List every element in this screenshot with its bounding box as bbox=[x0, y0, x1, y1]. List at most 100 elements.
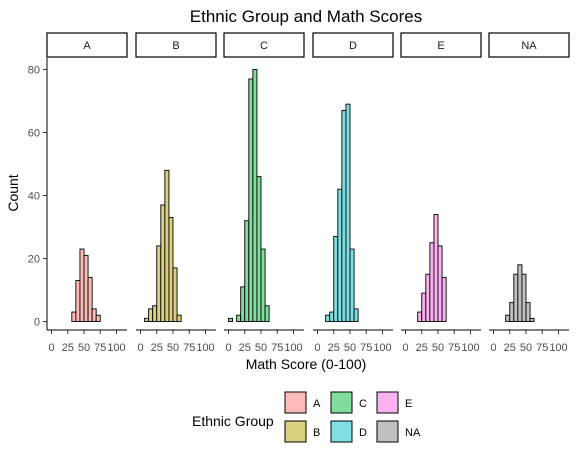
x-tick-label: 100 bbox=[373, 342, 391, 354]
x-tick-label: 75 bbox=[536, 342, 548, 354]
histogram-bar bbox=[264, 305, 270, 322]
x-tick-label: 25 bbox=[239, 342, 251, 354]
histogram-bar bbox=[341, 109, 347, 322]
x-tick-label: 50 bbox=[432, 342, 444, 354]
x-tick-label: 75 bbox=[94, 342, 106, 354]
y-axis-label: Count bbox=[5, 174, 21, 211]
x-tick-label: 25 bbox=[151, 342, 163, 354]
legend-swatch bbox=[284, 420, 307, 443]
chart-title: Ethnic Group and Math Scores bbox=[190, 7, 422, 26]
x-axis-label: Math Score (0-100) bbox=[246, 356, 367, 372]
histogram-bar bbox=[236, 314, 242, 322]
facet-strip bbox=[223, 32, 305, 58]
x-tick-label: 75 bbox=[360, 342, 372, 354]
facet-panel-e: E 0 25 50 75 100 bbox=[400, 32, 482, 354]
histogram-bar bbox=[333, 235, 339, 322]
histogram-bar bbox=[433, 213, 439, 322]
legend-swatch bbox=[284, 391, 307, 414]
histogram-bar bbox=[256, 176, 262, 322]
legend-item-c: C bbox=[330, 391, 367, 414]
histogram-bar bbox=[156, 245, 162, 322]
x-tick-label: 25 bbox=[504, 342, 516, 354]
facet-strip-label: C bbox=[260, 40, 268, 52]
legend-label: D bbox=[359, 427, 367, 439]
histogram-bar bbox=[172, 267, 178, 322]
x-tick-label: 0 bbox=[490, 342, 496, 354]
facet-strip bbox=[488, 32, 570, 58]
facet-strip bbox=[46, 32, 128, 58]
x-tick-label: 75 bbox=[271, 342, 283, 354]
histogram-bar bbox=[345, 103, 351, 322]
x-tick-label: 0 bbox=[48, 342, 54, 354]
x-tick-label: 100 bbox=[107, 342, 125, 354]
histogram-bar bbox=[240, 286, 246, 322]
histogram-bar bbox=[421, 292, 427, 322]
facet-panel-a: A 0 25 50 75 100 bbox=[46, 32, 128, 354]
histogram-bar bbox=[525, 302, 531, 322]
legend-swatch bbox=[330, 391, 353, 414]
histogram-bar bbox=[152, 305, 158, 322]
x-tick-label: 100 bbox=[461, 342, 479, 354]
legend-swatch bbox=[330, 420, 353, 443]
x-tick-label: 0 bbox=[225, 342, 231, 354]
y-tick-label: 80 bbox=[28, 65, 40, 77]
histogram-bar bbox=[228, 317, 234, 322]
y-tick-label: 20 bbox=[28, 254, 40, 266]
legend-label: B bbox=[313, 427, 320, 439]
x-tick-label: 25 bbox=[416, 342, 428, 354]
legend: Ethnic Group A B C D E NA bbox=[192, 391, 421, 443]
x-tick-label: 100 bbox=[284, 342, 302, 354]
x-tick-label: 100 bbox=[196, 342, 214, 354]
legend-swatch bbox=[376, 420, 399, 443]
facet-panel-b: B 0 25 50 75 100 bbox=[135, 32, 217, 354]
legend-item-b: B bbox=[284, 420, 320, 443]
x-tick-label: 0 bbox=[314, 342, 320, 354]
y-tick-label: 0 bbox=[34, 317, 40, 329]
histogram-bar bbox=[71, 311, 77, 322]
x-tick-label: 0 bbox=[137, 342, 143, 354]
facet-strip-label: NA bbox=[521, 40, 537, 52]
x-tick-label: 75 bbox=[183, 342, 195, 354]
legend-label: E bbox=[405, 398, 412, 410]
histogram-bar bbox=[168, 217, 174, 322]
facet-strip bbox=[312, 32, 394, 58]
histogram-bar bbox=[148, 308, 154, 322]
x-tick-label: 50 bbox=[520, 342, 532, 354]
histogram-bar bbox=[329, 311, 335, 322]
x-tick-label: 25 bbox=[62, 342, 74, 354]
legend-item-na: NA bbox=[376, 420, 421, 443]
histogram-bar bbox=[79, 248, 85, 322]
histogram-bar bbox=[417, 311, 423, 322]
histogram-bar bbox=[437, 245, 443, 322]
legend-item-d: D bbox=[330, 420, 367, 443]
x-tick-label: 50 bbox=[255, 342, 267, 354]
histogram-bar bbox=[441, 276, 447, 322]
y-tick-label: 60 bbox=[28, 128, 40, 140]
histogram-bar bbox=[521, 273, 527, 322]
histogram-bar bbox=[353, 308, 359, 322]
x-tick-label: 50 bbox=[344, 342, 356, 354]
x-tick-label: 75 bbox=[448, 342, 460, 354]
histogram-bar bbox=[425, 273, 431, 322]
facet-strip-label: B bbox=[172, 40, 179, 52]
histogram-bar bbox=[248, 78, 254, 322]
histogram-bar bbox=[244, 220, 250, 322]
legend-label: A bbox=[313, 398, 321, 410]
histogram-bar bbox=[91, 308, 97, 322]
histogram-bar bbox=[513, 273, 519, 322]
histogram-bar bbox=[260, 248, 266, 322]
histogram-bar bbox=[75, 280, 81, 322]
histogram-bar bbox=[87, 276, 93, 322]
histogram-bar bbox=[349, 248, 355, 322]
legend-title: Ethnic Group bbox=[192, 413, 274, 429]
facet-strip-label: E bbox=[437, 40, 444, 52]
histogram-bar bbox=[337, 188, 343, 322]
legend-label: C bbox=[359, 398, 367, 410]
histogram-bar bbox=[95, 314, 101, 322]
histogram-bar bbox=[164, 169, 170, 322]
histogram-bar bbox=[252, 69, 258, 322]
legend-label: NA bbox=[405, 427, 421, 439]
histogram-bar bbox=[505, 314, 511, 322]
histogram-bar bbox=[83, 254, 89, 322]
facet-panel-c: C 0 25 50 75 100 bbox=[223, 32, 305, 354]
